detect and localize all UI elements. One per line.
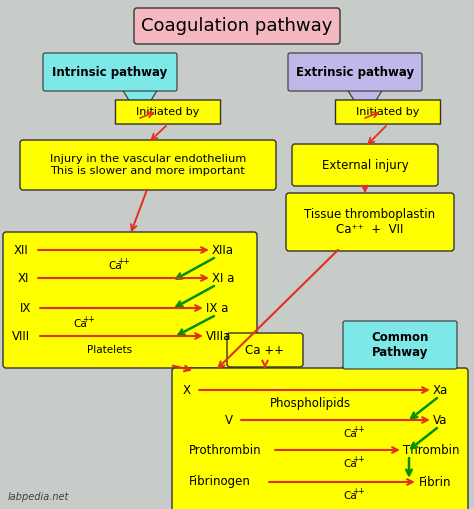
Text: V: V (225, 413, 233, 427)
FancyBboxPatch shape (116, 100, 220, 124)
Text: ++: ++ (353, 456, 365, 465)
Polygon shape (347, 89, 383, 118)
FancyBboxPatch shape (336, 100, 440, 124)
Text: Common
Pathway: Common Pathway (371, 331, 428, 359)
Text: Coagulation pathway: Coagulation pathway (141, 17, 333, 35)
FancyBboxPatch shape (292, 144, 438, 186)
Text: External injury: External injury (322, 158, 409, 172)
Text: Platelets: Platelets (87, 345, 133, 355)
Polygon shape (122, 89, 158, 118)
FancyBboxPatch shape (20, 140, 276, 190)
Text: IX a: IX a (206, 301, 228, 315)
Text: Ca: Ca (73, 319, 87, 329)
FancyBboxPatch shape (343, 321, 457, 369)
Text: Initiated by: Initiated by (356, 107, 419, 117)
FancyBboxPatch shape (3, 232, 257, 368)
Text: Extrinsic pathway: Extrinsic pathway (296, 66, 414, 78)
FancyBboxPatch shape (286, 193, 454, 251)
Text: XIIa: XIIa (212, 243, 234, 257)
Text: Ca: Ca (343, 491, 357, 501)
Text: Thrombin: Thrombin (403, 443, 459, 457)
FancyBboxPatch shape (227, 333, 303, 367)
Text: Prothrombin: Prothrombin (189, 443, 262, 457)
Text: Ca: Ca (108, 261, 122, 271)
FancyBboxPatch shape (288, 53, 422, 91)
Text: Va: Va (433, 413, 447, 427)
Text: Ca ++: Ca ++ (246, 344, 284, 356)
Text: ++: ++ (353, 488, 365, 496)
Text: XI: XI (18, 271, 29, 285)
Text: Tissue thromboplastin
Ca⁺⁺  +  VII: Tissue thromboplastin Ca⁺⁺ + VII (304, 208, 436, 236)
Text: Xa: Xa (433, 383, 448, 397)
FancyBboxPatch shape (134, 8, 340, 44)
Text: ++: ++ (118, 258, 130, 267)
Text: ++: ++ (353, 426, 365, 435)
Text: Initiated by: Initiated by (137, 107, 200, 117)
Text: Injury in the vascular endothelium
This is slower and more important: Injury in the vascular endothelium This … (50, 154, 246, 176)
Text: Ca: Ca (343, 459, 357, 469)
Text: VIIIa: VIIIa (206, 329, 231, 343)
Text: XI a: XI a (212, 271, 234, 285)
Text: labpedia.net: labpedia.net (8, 492, 69, 502)
Text: Phospholipids: Phospholipids (269, 398, 351, 410)
Text: Ca: Ca (343, 429, 357, 439)
Polygon shape (342, 367, 378, 388)
Text: XII: XII (14, 243, 29, 257)
FancyBboxPatch shape (172, 368, 468, 509)
Text: ++: ++ (82, 316, 95, 325)
Text: IX: IX (20, 301, 31, 315)
Text: VIII: VIII (12, 329, 30, 343)
FancyBboxPatch shape (43, 53, 177, 91)
Text: Intrinsic pathway: Intrinsic pathway (52, 66, 168, 78)
Text: Fibrin: Fibrin (419, 475, 452, 489)
Text: Fibrinogen: Fibrinogen (189, 475, 251, 489)
Text: X: X (183, 383, 191, 397)
